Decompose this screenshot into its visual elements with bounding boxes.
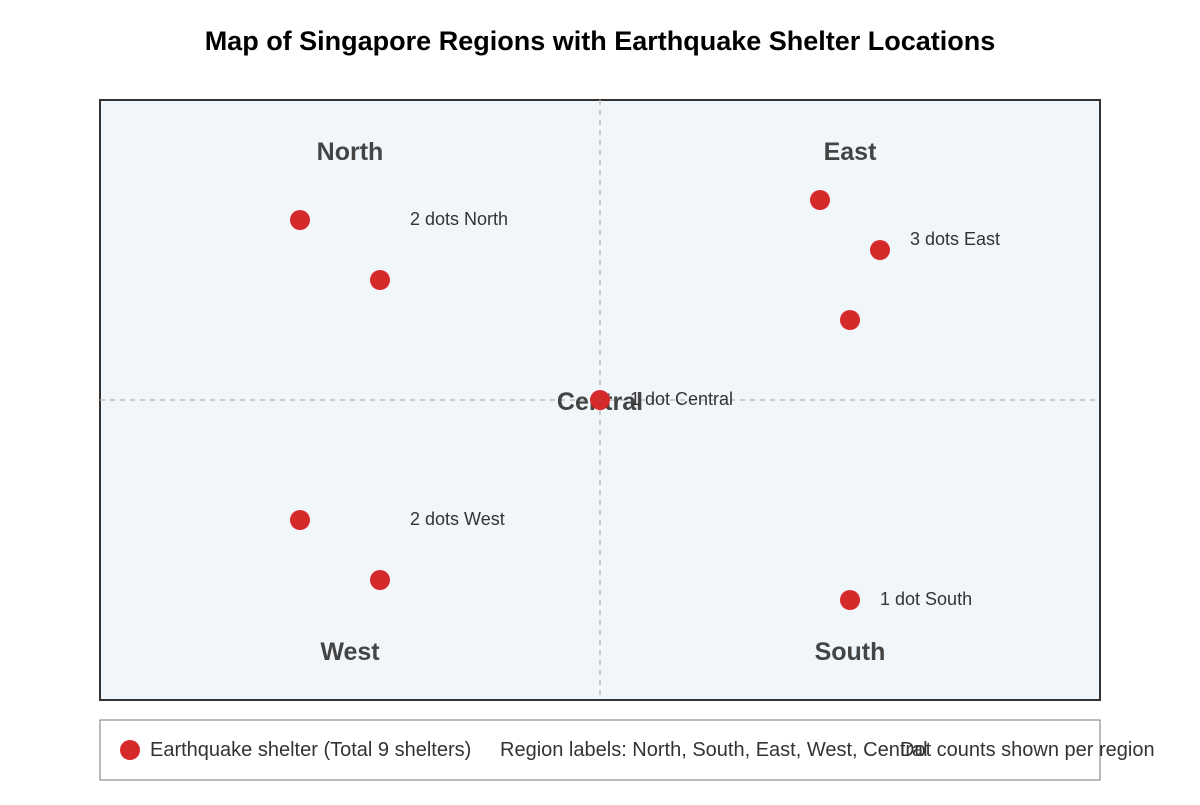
count-annotation-north: 2 dots North	[410, 209, 508, 229]
legend-regions-label: Region labels: North, South, East, West,…	[500, 739, 928, 761]
shelter-marker-west-2	[370, 570, 390, 590]
shelter-marker-east-3	[840, 310, 860, 330]
shelter-marker-east-2	[870, 240, 890, 260]
shelter-marker-north-2	[370, 270, 390, 290]
count-annotation-west: 2 dots West	[410, 509, 505, 529]
shelter-marker-north-1	[290, 210, 310, 230]
region-label-north: North	[317, 138, 384, 166]
legend-shelter-label: Earthquake shelter (Total 9 shelters)	[150, 739, 471, 761]
shelter-marker-east-1	[810, 190, 830, 210]
count-annotation-south: 1 dot South	[880, 589, 972, 609]
legend-shelter-swatch	[120, 740, 140, 760]
count-annotation-central: 1 dot Central	[630, 389, 733, 409]
shelter-marker-central-1	[590, 390, 610, 410]
count-annotation-east: 3 dots East	[910, 229, 1000, 249]
page-title: Map of Singapore Regions with Earthquake…	[205, 26, 996, 56]
shelter-marker-south-1	[840, 590, 860, 610]
region-label-east: East	[824, 138, 877, 166]
shelter-marker-west-1	[290, 510, 310, 530]
region-label-west: West	[320, 638, 380, 666]
legend-counts-label: Dot counts shown per region	[900, 739, 1155, 761]
region-label-south: South	[815, 638, 886, 666]
legend-box	[99, 719, 1101, 781]
